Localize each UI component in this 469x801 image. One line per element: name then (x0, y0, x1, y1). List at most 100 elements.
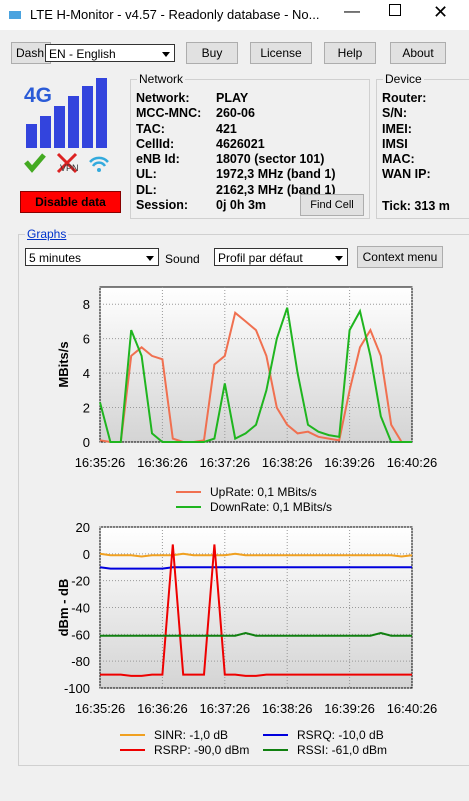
close-button[interactable]: ✕ (433, 2, 449, 22)
x-tick-label: 16:35:26 (75, 455, 126, 470)
maximize-button[interactable] (389, 4, 401, 16)
plot-area (99, 286, 413, 443)
x-tick-label: 16:36:26 (137, 701, 188, 716)
network-row: MCC-MNC: 260-06 (136, 106, 335, 121)
graphs-link[interactable]: Graphs (25, 227, 69, 241)
network-value: 1972,3 MHz (band 1) (216, 167, 336, 182)
network-key: UL: (136, 167, 157, 182)
y-tick-label: 2 (83, 401, 90, 416)
network-rows: Network: PLAY MCC-MNC: 260-06 TAC: 421 CellId:… (136, 91, 335, 213)
network-row: eNB Id: 18070 (sector 101) (136, 152, 335, 167)
network-row: CellId: 4626021 (136, 137, 335, 152)
network-key: Network: (136, 91, 190, 105)
data-line (99, 552, 413, 558)
profile-select[interactable]: Profil par défaut (214, 248, 348, 266)
sound-label: Sound (165, 252, 200, 266)
device-rows: Router: S/N: IMEI: IMSI MAC: WAN IP: (382, 91, 431, 183)
network-value: 260-06 (216, 106, 255, 121)
x-tick-label: 16:39:26 (324, 701, 375, 716)
y-tick-label: -80 (71, 654, 90, 669)
x-tick-label: 16:35:26 (75, 701, 126, 716)
network-key: DL: (136, 182, 157, 197)
device-key: MAC: (382, 152, 415, 167)
data-line (100, 631, 412, 637)
signal-icon: 4G VPN (24, 78, 109, 174)
graphs-group: Graphs (18, 227, 469, 766)
data-line (100, 544, 412, 677)
help-button[interactable]: Help (324, 42, 376, 64)
y-tick-label: 4 (83, 366, 90, 381)
vpn-label: VPN (60, 163, 79, 173)
find-cell-button[interactable]: Find Cell (300, 194, 364, 216)
y-tick-label: 8 (83, 297, 90, 312)
data-line (99, 307, 412, 443)
data-line (99, 311, 412, 443)
network-row: Network: PLAY (136, 91, 335, 106)
y-tick-label: -100 (64, 681, 90, 696)
window-title: LTE H-Monitor - v4.57 - Readonly databas… (30, 7, 320, 22)
network-key: TAC: (136, 121, 165, 136)
network-key: Session: (136, 198, 189, 213)
legend-label: DownRate: 0,1 MBits/s (210, 500, 332, 514)
y-tick-label: 0 (83, 435, 90, 450)
about-button[interactable]: About (390, 42, 446, 64)
legend-label: UpRate: 0,1 MBits/s (210, 485, 317, 499)
license-button[interactable]: License (250, 42, 312, 64)
device-key: Router: (382, 91, 427, 105)
network-row: Session: 0j 0h 3m (136, 198, 335, 213)
legend-label: RSSI: -61,0 dBm (297, 743, 387, 757)
buy-button[interactable]: Buy (186, 42, 238, 64)
network-value: 2162,3 MHz (band 1) (216, 182, 336, 197)
minimize-button[interactable]: — (344, 3, 360, 20)
x-tick-label: 16:37:26 (199, 701, 250, 716)
data-line (99, 566, 412, 570)
device-group-title: Device (383, 72, 424, 86)
y-tick-label: 6 (83, 332, 90, 347)
y-tick-label: -20 (71, 574, 90, 589)
y-tick-label: 20 (76, 520, 90, 535)
app-icon (9, 11, 21, 19)
network-row: TAC: 421 (136, 122, 335, 137)
charts: 0 2 4 6 8 16:35:26 16:36:26 16:37:26 16:38:26 16:… (56, 286, 438, 757)
device-key: WAN IP: (382, 167, 431, 182)
x-tick-label: 16:39:26 (324, 455, 375, 470)
y-axis-label: MBits/s (56, 341, 71, 387)
x-tick-label: 16:38:26 (262, 701, 313, 716)
device-key: IMSI (382, 136, 408, 151)
network-value: 0j 0h 3m (216, 198, 267, 213)
legend-label: SINR: -1,0 dB (154, 728, 228, 742)
network-key: MCC-MNC: (136, 106, 202, 121)
network-value: 4626021 (216, 136, 265, 151)
network-type: 4G (24, 84, 52, 107)
x-tick-label: 16:40:26 (387, 701, 438, 716)
legend-label: RSRP: -90,0 dBm (154, 743, 249, 757)
network-key: CellId: (136, 136, 175, 151)
period-select[interactable]: 5 minutes (25, 248, 159, 266)
tick-label: Tick: 313 m (382, 199, 450, 213)
title-bar: LTE H-Monitor - v4.57 - Readonly databas… (0, 0, 469, 30)
network-group: Network Network: PLAY MCC-MNC: 260-06 TAC: 42… (130, 72, 370, 219)
legend-label: RSRQ: -10,0 dB (297, 728, 384, 742)
x-tick-label: 16:37:26 (199, 455, 250, 470)
y-tick-label: -60 (71, 627, 90, 642)
language-select[interactable]: EN - English (45, 44, 175, 62)
device-key: S/N: (382, 106, 407, 121)
network-group-title: Network (137, 72, 186, 86)
x-tick-label: 16:40:26 (387, 455, 438, 470)
x-tick-label: 16:38:26 (262, 455, 313, 470)
network-row: UL: 1972,3 MHz (band 1) (136, 167, 335, 182)
device-key: IMEI: (382, 121, 412, 136)
x-tick-label: 16:36:26 (137, 455, 188, 470)
network-value: PLAY (216, 91, 249, 105)
y-axis-label: dBm - dB (56, 579, 71, 637)
disable-data-button[interactable]: Disable data (20, 191, 121, 213)
context-menu-button[interactable]: Context menu (357, 246, 443, 268)
network-value: 18070 (sector 101) (216, 152, 325, 167)
device-group: Device Router: S/N: IMEI: IMSI MAC: WAN IP: T… (376, 72, 469, 219)
y-tick-label: 0 (83, 547, 90, 562)
network-value: 421 (216, 121, 237, 136)
y-tick-label: -40 (71, 601, 90, 616)
network-row: DL: 2162,3 MHz (band 1) (136, 183, 335, 198)
network-key: eNB Id: (136, 152, 180, 167)
